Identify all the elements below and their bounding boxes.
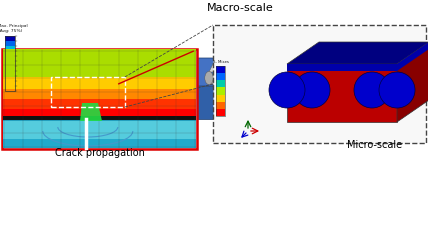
- Ellipse shape: [135, 71, 143, 85]
- Polygon shape: [91, 86, 93, 119]
- Bar: [216, 87, 225, 94]
- Polygon shape: [209, 70, 238, 84]
- Text: S, Max. Principal
(Avg: 75%): S, Max. Principal (Avg: 75%): [0, 24, 28, 33]
- Ellipse shape: [105, 111, 118, 116]
- Polygon shape: [397, 42, 428, 71]
- Ellipse shape: [281, 71, 289, 85]
- Bar: [78, 85, 116, 120]
- Bar: [5, 66, 15, 71]
- Polygon shape: [75, 58, 428, 86]
- Circle shape: [294, 72, 330, 108]
- Bar: [216, 80, 225, 87]
- Circle shape: [379, 72, 415, 108]
- Bar: [3, 116, 196, 121]
- Polygon shape: [287, 42, 428, 64]
- Bar: [3, 109, 196, 117]
- Polygon shape: [88, 86, 91, 119]
- Bar: [213, 25, 426, 143]
- Bar: [216, 94, 225, 102]
- Polygon shape: [95, 119, 107, 125]
- Bar: [3, 77, 196, 89]
- Polygon shape: [360, 119, 372, 125]
- Bar: [5, 36, 15, 41]
- Circle shape: [269, 72, 305, 108]
- Bar: [51, 77, 125, 107]
- Text: Crack propagation: Crack propagation: [55, 148, 145, 158]
- Ellipse shape: [371, 111, 383, 116]
- Bar: [2, 49, 197, 149]
- Polygon shape: [285, 70, 312, 84]
- Circle shape: [354, 72, 390, 108]
- Bar: [216, 109, 225, 116]
- Bar: [216, 102, 225, 109]
- Text: S, Mises: S, Mises: [213, 60, 229, 64]
- Text: Macro-scale: Macro-scale: [207, 3, 273, 13]
- Polygon shape: [139, 58, 168, 72]
- Bar: [3, 120, 196, 148]
- Ellipse shape: [205, 71, 213, 85]
- Bar: [5, 46, 15, 51]
- Bar: [5, 71, 15, 76]
- Polygon shape: [397, 42, 428, 122]
- Polygon shape: [209, 58, 238, 72]
- Bar: [216, 73, 225, 80]
- Bar: [5, 86, 15, 91]
- Bar: [5, 36, 15, 91]
- Bar: [3, 89, 196, 99]
- Polygon shape: [285, 58, 312, 72]
- Polygon shape: [96, 86, 98, 119]
- Bar: [5, 61, 15, 66]
- Polygon shape: [139, 70, 168, 84]
- Bar: [5, 56, 15, 61]
- Bar: [287, 64, 397, 71]
- Polygon shape: [83, 86, 86, 119]
- Bar: [5, 41, 15, 46]
- Bar: [5, 51, 15, 56]
- Bar: [216, 66, 225, 73]
- Bar: [5, 81, 15, 86]
- Polygon shape: [80, 103, 102, 121]
- Bar: [216, 66, 225, 116]
- Bar: [3, 49, 196, 77]
- Bar: [5, 76, 15, 81]
- Polygon shape: [75, 86, 390, 119]
- Polygon shape: [287, 64, 397, 122]
- Polygon shape: [93, 86, 96, 119]
- Polygon shape: [390, 58, 428, 119]
- Text: Micro-scale: Micro-scale: [348, 140, 403, 150]
- Bar: [3, 99, 196, 109]
- Polygon shape: [86, 86, 88, 119]
- Bar: [3, 121, 196, 139]
- Polygon shape: [98, 86, 101, 119]
